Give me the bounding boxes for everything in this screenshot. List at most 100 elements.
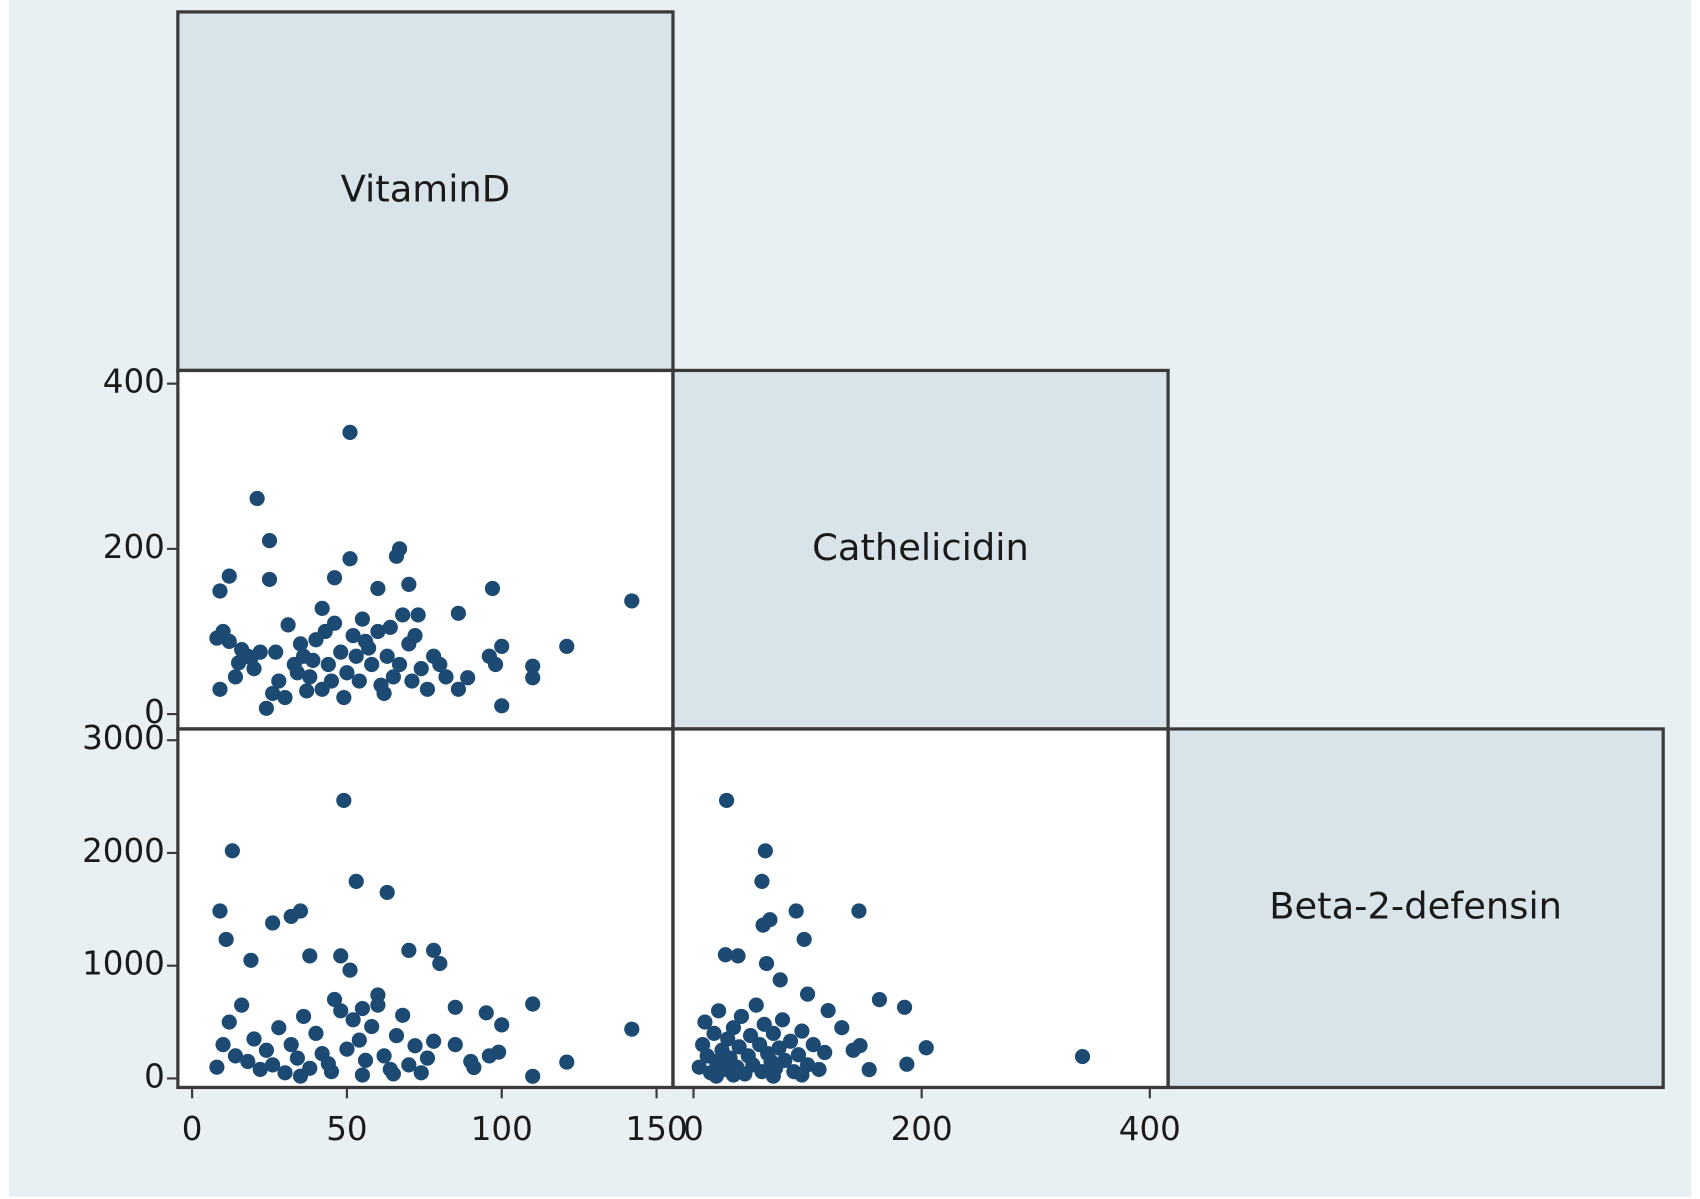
scatter-point — [308, 1025, 324, 1041]
scatter-point — [342, 551, 358, 567]
scatter-point — [234, 997, 250, 1013]
scatter-point — [401, 942, 417, 958]
scatter-point — [283, 908, 299, 925]
scatter-point — [432, 955, 448, 972]
scatter-point — [339, 1041, 355, 1057]
x-tick-label: 400 — [1119, 1110, 1181, 1148]
scatter-point — [336, 689, 352, 706]
x-tick-label: 200 — [891, 1110, 953, 1148]
scatter-point — [357, 633, 374, 649]
scatter-point — [218, 931, 234, 948]
scatter-point — [283, 1037, 299, 1053]
scatter-point — [413, 1065, 429, 1081]
scatter-point — [782, 1033, 799, 1049]
scatter-point — [382, 619, 398, 635]
scatter-point — [357, 1052, 374, 1068]
scatter-point — [385, 1066, 401, 1082]
scatter-point — [227, 669, 244, 685]
scatter-point — [317, 623, 333, 640]
scatter-point — [323, 673, 340, 689]
scatter-point — [834, 1020, 850, 1036]
scatter-point — [790, 1047, 807, 1063]
scatter-point — [295, 1008, 312, 1025]
y-tick-label: 0 — [144, 1057, 165, 1095]
scatter-point — [861, 1062, 877, 1078]
scatter-point — [772, 972, 788, 988]
scatter-point — [240, 1053, 256, 1070]
scatter-point — [268, 644, 284, 660]
scatter-point — [305, 652, 321, 668]
scatter-point — [299, 683, 315, 699]
scatter-point — [261, 533, 278, 549]
scatter-point — [289, 665, 305, 681]
scatter-point — [258, 1042, 275, 1058]
scatter-point — [395, 1007, 411, 1023]
scatter-point — [224, 843, 240, 859]
scatter-point — [494, 638, 510, 654]
x-tick-label: 0 — [182, 1110, 203, 1148]
scatter-point — [391, 656, 408, 673]
scatter-point — [227, 1048, 244, 1064]
x-tick-label: 50 — [326, 1110, 367, 1148]
scatter-point — [351, 1032, 367, 1048]
scatter-point — [373, 677, 389, 693]
scatter-point — [339, 665, 355, 681]
scatter-point — [345, 628, 361, 644]
scatter-point — [711, 1003, 727, 1019]
panel-background — [177, 728, 673, 1088]
scatter-point — [407, 1038, 423, 1054]
scatter-point — [820, 1002, 836, 1019]
scatter-point — [697, 1014, 713, 1030]
scatter-point — [292, 1068, 309, 1084]
scatter-point — [918, 1040, 934, 1056]
scatter-point — [277, 1065, 293, 1081]
scatter-point — [246, 1031, 262, 1047]
scatter-point — [799, 986, 816, 1002]
scatter-point — [419, 1050, 436, 1066]
scatter-point — [754, 1064, 770, 1080]
scatter-point — [385, 669, 401, 685]
scatter-point — [395, 607, 411, 623]
scatter-point — [725, 1020, 742, 1036]
scatter-point — [370, 580, 386, 597]
scatter-point — [438, 669, 454, 685]
scatter-point — [215, 1037, 231, 1053]
scatter-point — [896, 999, 913, 1015]
cell-border — [1166, 727, 1665, 1090]
scatter-point — [525, 670, 541, 686]
scatter-point — [221, 633, 237, 649]
scatter-point — [401, 576, 417, 592]
scatter-point — [342, 962, 358, 978]
scatter-point — [796, 931, 812, 948]
scatter-point — [271, 673, 287, 689]
y-tick-label: 1000 — [82, 945, 165, 983]
scatter-point — [314, 600, 330, 616]
scatter-point — [419, 681, 436, 697]
scatter-point — [326, 991, 343, 1008]
scatter-point — [364, 656, 380, 673]
scatter-point — [765, 1068, 781, 1084]
panel-background — [672, 728, 1169, 1088]
scatter-point — [758, 955, 775, 972]
scatter-point — [410, 607, 426, 623]
scatter-point — [691, 1059, 707, 1075]
scatter-point — [718, 792, 735, 809]
scatter-point — [460, 670, 476, 686]
variable-label: Beta-2-defensin — [1269, 885, 1562, 928]
scatter-point — [487, 656, 504, 673]
scatter-point — [280, 617, 296, 633]
scatter-point — [345, 1012, 361, 1028]
scatter-point — [494, 698, 510, 714]
scatter-point — [788, 903, 804, 919]
scatter-point — [754, 873, 770, 889]
scatter-point — [771, 1040, 787, 1056]
scatter-point — [342, 424, 358, 440]
scatter-point — [748, 997, 764, 1013]
scatter-point — [234, 642, 250, 658]
x-tick-label: 0 — [683, 1110, 704, 1148]
scatter-point — [450, 605, 466, 621]
scatter-point — [348, 648, 364, 664]
y-tick-label: 3000 — [82, 719, 165, 757]
scatter-point — [706, 1025, 722, 1041]
scatter-point — [725, 1067, 742, 1083]
